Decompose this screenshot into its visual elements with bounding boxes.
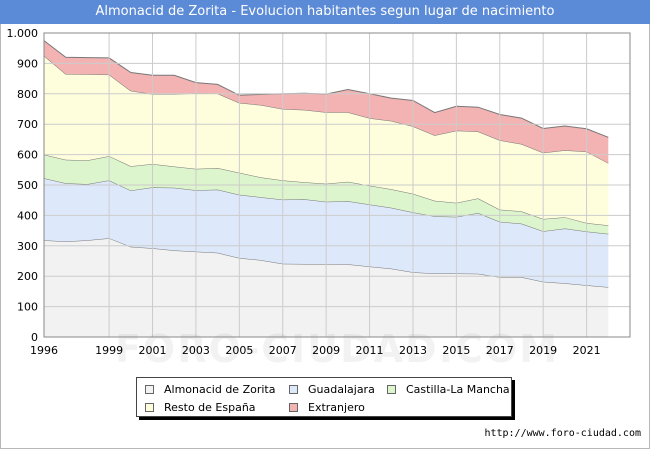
legend-label-extranjero: Extranjero xyxy=(308,400,365,414)
chart-title: Almonacid de Zorita - Evolucion habitant… xyxy=(0,0,650,24)
y-tick-label-5: 500 xyxy=(17,179,38,192)
x-tick-label-11: 2019 xyxy=(529,344,557,357)
legend-label-guadalajara: Guadalajara xyxy=(308,382,375,396)
y-tick-label-6: 600 xyxy=(17,149,38,162)
y-tick-label-8: 800 xyxy=(17,88,38,101)
plot-border xyxy=(43,32,631,338)
footer-url: http://www.foro-ciudad.com xyxy=(484,428,641,439)
x-tick-label-12: 2021 xyxy=(573,344,601,357)
x-tick-label-9: 2015 xyxy=(442,344,470,357)
x-tick-label-7: 2011 xyxy=(356,344,384,357)
x-tick-label-4: 2005 xyxy=(225,344,253,357)
legend-swatch-castilla xyxy=(387,384,396,394)
x-tick-label-2: 2001 xyxy=(139,344,167,357)
x-tick-label-1: 1999 xyxy=(95,344,123,357)
legend-item-extranjero: Extranjero xyxy=(289,400,365,414)
legend-item-almonacid: Almonacid de Zorita xyxy=(145,382,275,396)
y-tick-label-0: 0 xyxy=(31,331,38,344)
legend: Almonacid de Zorita Guadalajara Castilla… xyxy=(136,377,512,417)
watermark: FORO-CIUDAD.COM xyxy=(115,327,559,371)
x-tick-label-3: 2003 xyxy=(182,344,210,357)
legend-item-castilla: Castilla-La Mancha xyxy=(387,382,510,396)
legend-swatch-almonacid xyxy=(145,384,154,394)
x-tick-label-6: 2009 xyxy=(312,344,340,357)
legend-swatch-resto xyxy=(145,402,154,412)
y-tick-label-9: 900 xyxy=(17,57,38,70)
legend-label-castilla: Castilla-La Mancha xyxy=(406,382,510,396)
x-tick-label-5: 2007 xyxy=(269,344,297,357)
y-tick-label-7: 700 xyxy=(17,118,38,131)
legend-label-resto: Resto de España xyxy=(164,400,256,414)
legend-swatch-extranjero xyxy=(289,402,298,412)
x-tick-label-8: 2013 xyxy=(399,344,427,357)
legend-item-resto: Resto de España xyxy=(145,400,256,414)
legend-label-almonacid: Almonacid de Zorita xyxy=(164,382,276,396)
y-tick-label-2: 200 xyxy=(17,270,38,283)
y-tick-label-3: 300 xyxy=(17,240,38,253)
y-tick-label-4: 400 xyxy=(17,209,38,222)
y-tick-label-1: 100 xyxy=(17,301,38,314)
legend-swatch-guadalajara xyxy=(289,384,298,394)
y-tick-label-10: 1.000 xyxy=(7,27,39,40)
x-tick-label-0: 1996 xyxy=(30,344,58,357)
legend-item-guadalajara: Guadalajara xyxy=(289,382,375,396)
x-tick-label-10: 2017 xyxy=(486,344,514,357)
